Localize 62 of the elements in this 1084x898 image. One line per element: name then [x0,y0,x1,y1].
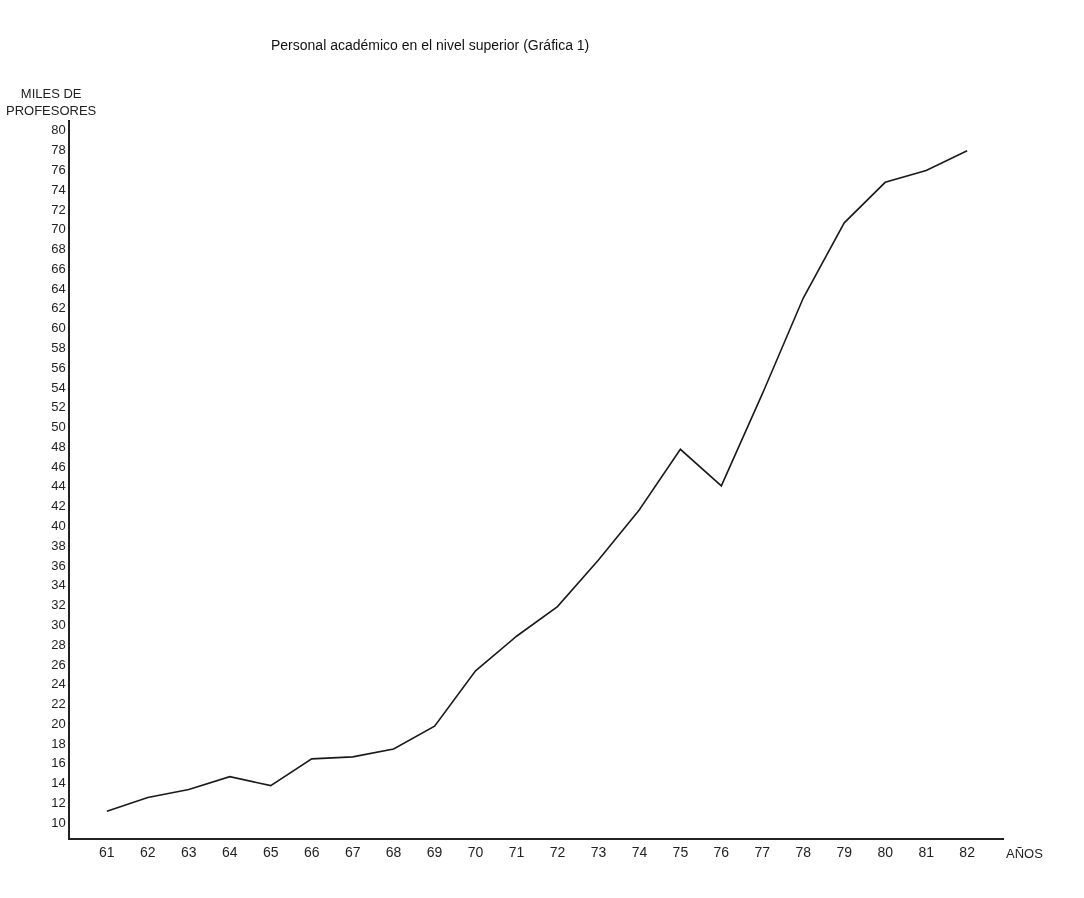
x-tick-label: 64 [221,843,238,860]
y-tick-label: 28 [51,636,66,652]
y-tick-label: 48 [51,438,66,454]
x-tick-label: 67 [344,843,361,860]
y-tick-label: 64 [51,280,66,296]
x-tick-label: 61 [99,843,115,860]
y-tick-label: 42 [51,498,66,514]
x-tick-label: 63 [181,843,197,860]
y-tick-label: 24 [51,676,66,692]
y-tick-label: 40 [51,518,66,534]
x-tick-label: 69 [426,843,443,860]
y-tick-label: 50 [51,419,66,435]
y-tick-label: 38 [51,537,66,553]
x-tick-label: 81 [918,843,935,860]
y-tick-label: 78 [51,142,66,158]
y-tick-label: 60 [51,320,66,336]
y-tick-label: 14 [51,775,66,791]
y-tick-label: 44 [51,478,66,494]
y-tick-label: 56 [51,359,66,375]
x-axis-title: AÑOS [1006,846,1044,861]
y-tick-label: 52 [51,399,66,415]
x-tick-label: 75 [672,843,689,860]
y-tick-label: 74 [51,181,66,197]
y-tick-label: 12 [51,794,66,810]
x-tick-label: 70 [467,843,484,860]
x-tick-label: 62 [140,843,156,860]
x-tick-label: 79 [836,843,853,860]
y-tick-label: 30 [51,616,66,632]
x-tick-label: 66 [303,843,320,860]
x-tick-label: 77 [754,843,771,860]
y-tick-label: 80 [51,122,66,138]
line-series [106,149,968,813]
y-tick-label: 68 [51,241,66,257]
y-axis-title: MILES DE PROFESORES [6,86,97,118]
y-tick-label: 76 [51,162,66,177]
y-tick-label: 18 [51,735,66,751]
y-tick-label: 26 [51,656,66,672]
x-tick-label: 78 [795,843,812,860]
x-tick-label: 74 [631,843,648,860]
x-tick-label: 73 [590,843,607,860]
y-tick-label: 32 [51,597,66,613]
x-tick-label: 76 [713,843,730,860]
x-tick-label: 71 [508,843,525,860]
x-tick-label: 72 [549,843,566,860]
x-tick-label: 65 [262,843,279,860]
x-tick-label: 68 [385,843,402,860]
y-tick-label: 72 [51,201,66,217]
x-tick-label: 80 [877,843,894,860]
y-tick-label: 54 [51,379,66,395]
y-tick-label: 34 [51,577,66,593]
y-tick-label: 58 [51,340,66,356]
y-tick-label: 16 [51,755,66,771]
y-tick-label: 70 [51,221,66,237]
y-tick-label: 22 [51,696,66,712]
y-tick-label: 20 [51,715,66,731]
y-tick-label: 62 [51,300,66,316]
y-tick-label: 36 [51,557,66,573]
y-tick-label: 10 [51,814,66,830]
x-tick-label: 82 [959,843,976,860]
y-tick-label: 66 [51,260,66,276]
chart-title: Personal académico en el nivel superior (Gráfica 1) [271,37,590,54]
y-tick-label: 46 [51,458,66,474]
